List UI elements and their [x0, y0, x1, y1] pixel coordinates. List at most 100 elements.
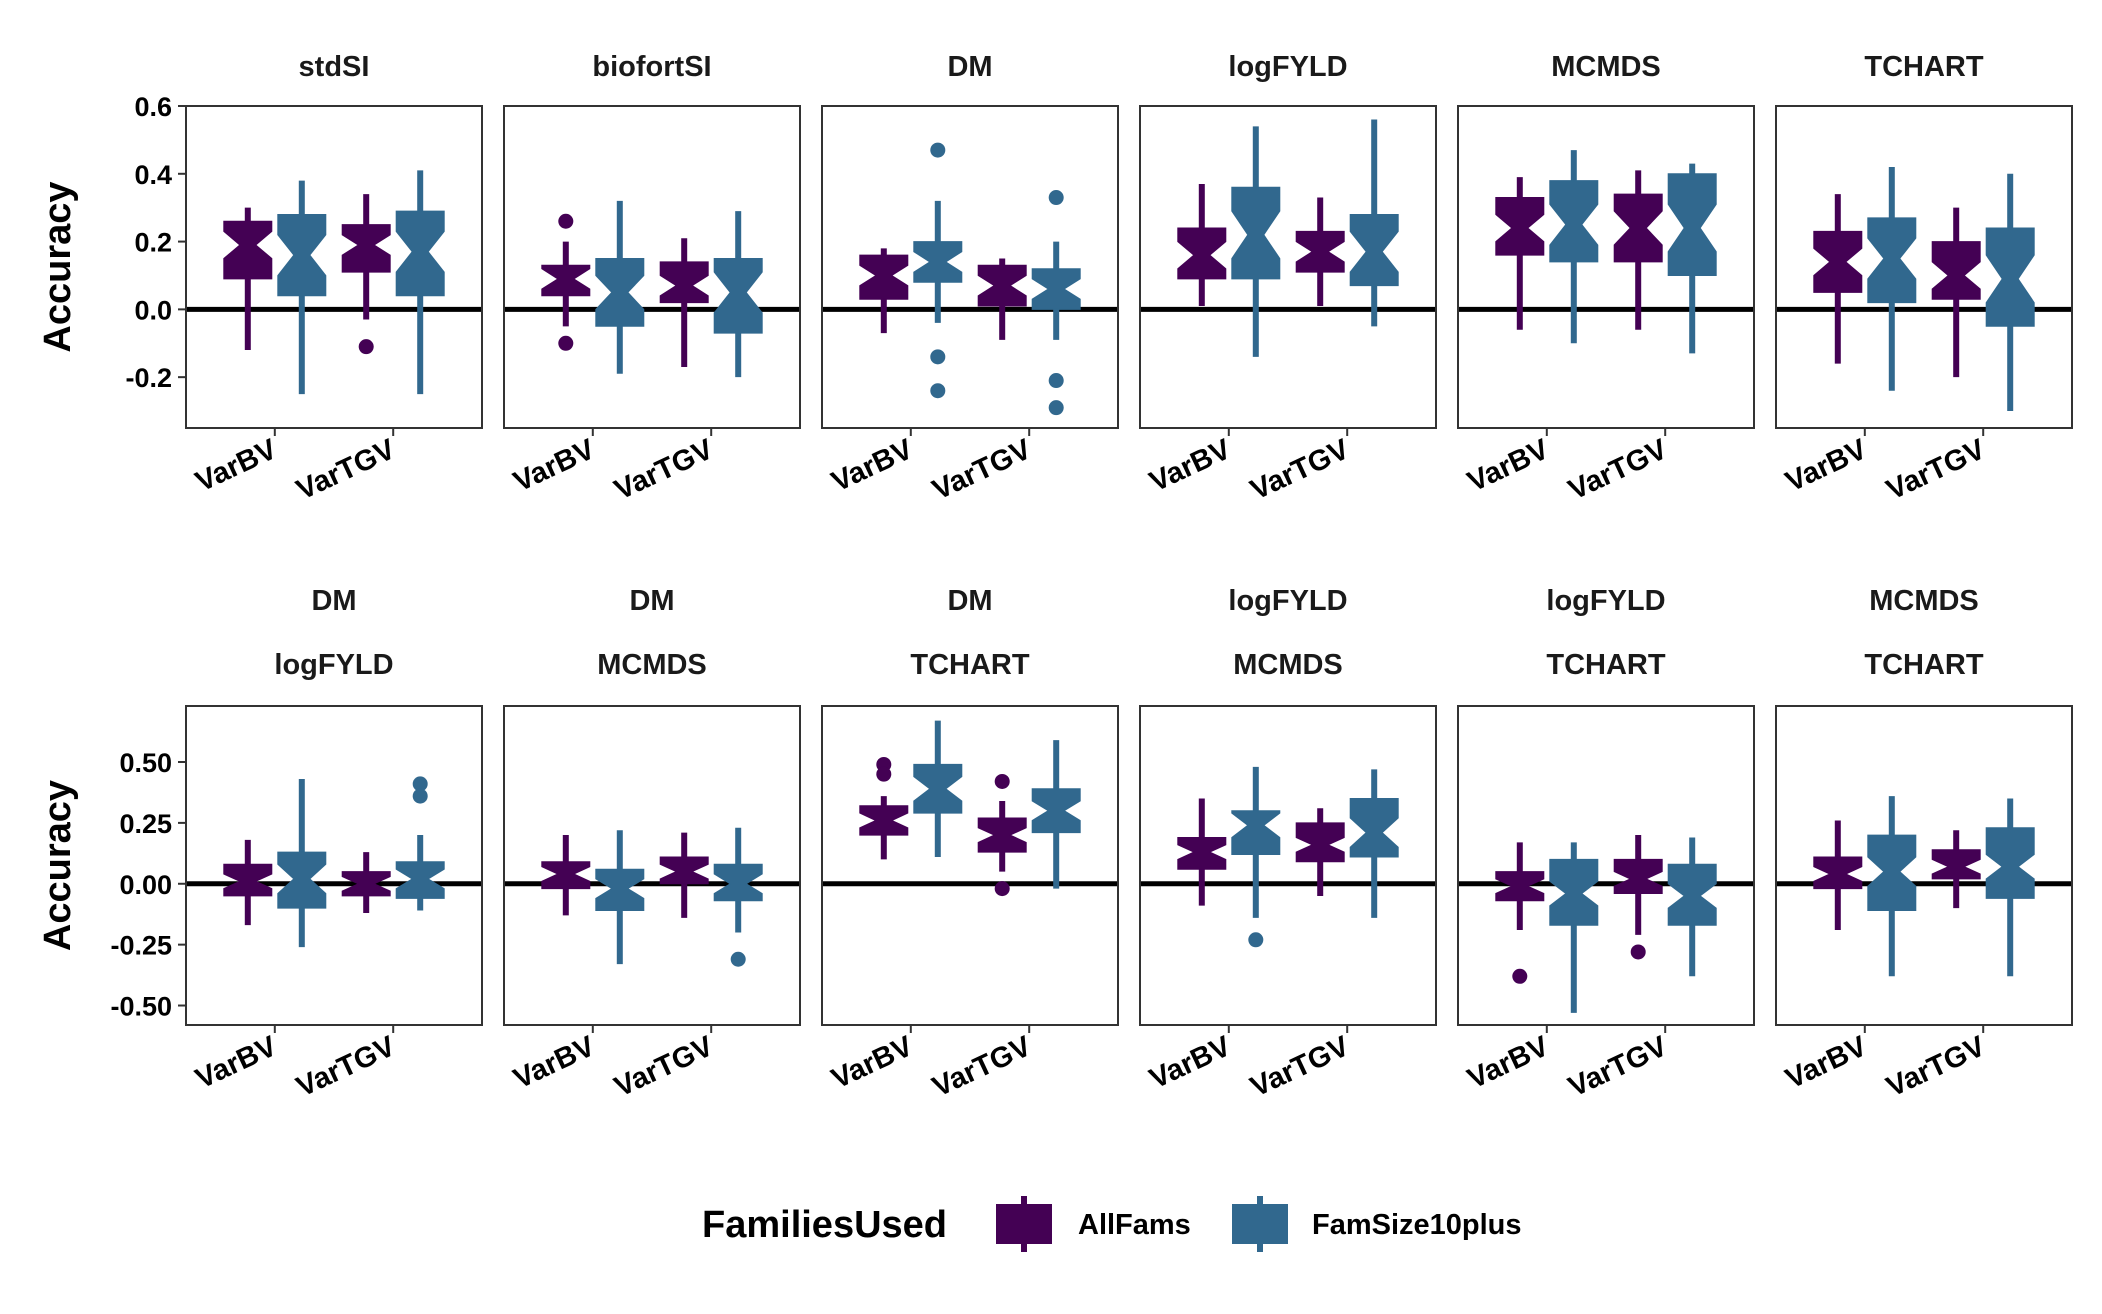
- box: [913, 763, 963, 814]
- panel-border: [1457, 705, 1755, 1026]
- box: [1613, 193, 1663, 263]
- panel-border: [821, 105, 1119, 429]
- facet-panel: stdSI -0.2 0.0 0.2 0.4 0.6 VarBV VarTGV: [125, 51, 483, 507]
- outlier-point: [930, 349, 946, 365]
- facet-panel: logFYLD TCHART VarBV VarTGV: [1457, 585, 1755, 1104]
- box: [341, 871, 391, 897]
- facet-panel: DM TCHART VarBV VarTGV: [821, 585, 1119, 1104]
- box: [859, 254, 909, 300]
- strip-label: stdSI: [299, 51, 370, 83]
- box: [1177, 837, 1227, 870]
- box: [1813, 230, 1863, 293]
- box: [277, 214, 327, 297]
- y-tick-label: -0.25: [110, 931, 172, 961]
- legend-key-box: [1232, 1204, 1288, 1244]
- outlier-point: [412, 776, 428, 792]
- strip-label: logFYLD: [1228, 51, 1347, 83]
- box: [277, 851, 327, 909]
- outlier-point: [412, 788, 428, 804]
- panel-border: [1775, 105, 2073, 429]
- strip-label: TCHART: [1546, 649, 1665, 681]
- box: [595, 868, 645, 911]
- x-tick-label: VarTGV: [1882, 1030, 1991, 1104]
- legend-label: FamSize10plus: [1312, 1209, 1522, 1241]
- x-tick-label: VarBV: [827, 433, 919, 498]
- strip-label: TCHART: [1864, 649, 1983, 681]
- x-tick-label: VarBV: [1463, 433, 1555, 498]
- x-tick-label: VarTGV: [928, 433, 1037, 507]
- y-tick-label: -0.2: [125, 363, 172, 393]
- box: [1231, 810, 1281, 855]
- box: [223, 863, 273, 897]
- strip-label: TCHART: [1864, 51, 1983, 83]
- y-tick-label: 0.25: [119, 809, 172, 839]
- x-tick-label: VarBV: [1781, 1030, 1873, 1095]
- outlier-point: [730, 951, 746, 967]
- panel-border: [1457, 105, 1755, 429]
- box: [1985, 827, 2035, 899]
- box: [659, 856, 709, 885]
- box: [1177, 227, 1227, 280]
- box: [595, 258, 645, 327]
- strip-label: DM: [629, 585, 674, 617]
- legend-key-box: [996, 1204, 1052, 1244]
- x-tick-label: VarTGV: [610, 1030, 719, 1104]
- outlier-point: [1048, 373, 1064, 389]
- outlier-point: [994, 773, 1010, 789]
- box: [541, 861, 591, 890]
- x-tick-label: VarTGV: [928, 1030, 1037, 1104]
- box: [713, 258, 763, 334]
- box: [913, 241, 963, 283]
- box: [1549, 858, 1599, 926]
- panel-border: [185, 105, 483, 429]
- y-tick-label: 0.50: [119, 748, 172, 778]
- strip-label: MCMDS: [597, 649, 707, 681]
- y-tick-label: 0.6: [134, 92, 172, 122]
- x-tick-label: VarTGV: [292, 1030, 401, 1104]
- x-tick-label: VarBV: [1781, 433, 1873, 498]
- box: [395, 861, 445, 899]
- panel-border: [503, 105, 801, 429]
- box: [659, 261, 709, 304]
- legend: FamiliesUsed AllFams FamSize10plus: [702, 1196, 1522, 1252]
- box: [1985, 227, 2035, 327]
- strip-label: logFYLD: [1546, 585, 1665, 617]
- x-tick-label: VarBV: [1145, 433, 1237, 498]
- x-tick-label: VarBV: [1463, 1030, 1555, 1095]
- box: [1495, 871, 1545, 902]
- legend-label: AllFams: [1078, 1209, 1191, 1241]
- x-tick-label: VarTGV: [1564, 433, 1673, 507]
- outlier-point: [994, 881, 1010, 897]
- x-tick-label: VarTGV: [610, 433, 719, 507]
- strip-label: logFYLD: [274, 649, 393, 681]
- y-tick-label: 0.00: [119, 870, 172, 900]
- y-tick-label: 0.0: [134, 295, 172, 325]
- strip-label: DM: [947, 585, 992, 617]
- box: [1931, 849, 1981, 880]
- box: [541, 264, 591, 297]
- box: [1867, 217, 1917, 304]
- facet-panel: biofortSI VarBV VarTGV: [503, 51, 801, 507]
- strip-label: MCMDS: [1551, 51, 1661, 83]
- box: [1231, 186, 1281, 280]
- box: [1613, 858, 1663, 894]
- x-tick-label: VarBV: [191, 1030, 283, 1095]
- strip-label: DM: [947, 51, 992, 83]
- facet-panel: logFYLD VarBV VarTGV: [1139, 51, 1437, 507]
- outlier-point: [1512, 968, 1528, 984]
- outlier-point: [1048, 400, 1064, 416]
- y-tick-label: -0.50: [110, 992, 172, 1022]
- panel-border: [1775, 705, 2073, 1026]
- y-tick-label: 0.2: [134, 228, 172, 258]
- outlier-point: [930, 142, 946, 158]
- facet-panel: DM MCMDS VarBV VarTGV: [503, 585, 801, 1104]
- x-tick-label: VarTGV: [1246, 433, 1355, 507]
- outlier-point: [1248, 932, 1264, 948]
- box: [1349, 798, 1399, 858]
- strip-label: MCMDS: [1233, 649, 1343, 681]
- outlier-point: [558, 335, 574, 351]
- legend-title: FamiliesUsed: [702, 1204, 947, 1246]
- box: [859, 805, 909, 836]
